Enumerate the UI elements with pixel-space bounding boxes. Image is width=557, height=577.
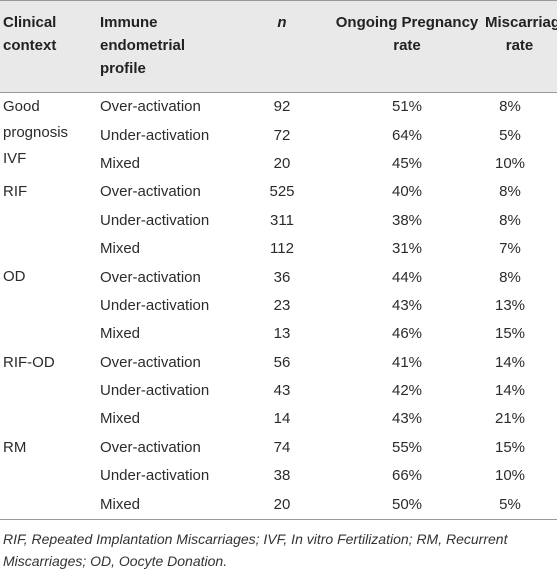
table-row: RIF-OD Over-activation 56 41% 14%: [0, 349, 557, 377]
profile-cell: Over-activation: [100, 353, 201, 371]
value-cell: 20: [273, 154, 291, 172]
profile-cell: Over-activation: [100, 438, 201, 456]
table-row: Mixed 14 43% 21%: [0, 405, 557, 433]
value-cell: 40%: [391, 183, 423, 201]
context-cell: Good prognosis IVF: [3, 98, 69, 167]
profile-cell: Over-activation: [100, 183, 201, 201]
value-cell: 20: [273, 495, 291, 513]
table-row: Mixed 20 45% 10%: [0, 150, 557, 178]
context-cell: RM: [3, 438, 27, 456]
data-table: Clinical context Immune endometrial prof…: [0, 0, 557, 520]
value-cell: 5%: [499, 495, 521, 513]
footnote: RIF, Repeated Implantation Miscarriages;…: [3, 530, 508, 569]
table-body: Good prognosis IVF Over-activation 92 51% 8%…: [0, 93, 557, 520]
profile-cell: Over-activation: [100, 268, 201, 286]
value-cell: 55%: [391, 438, 423, 456]
table-row: Under-activation 43 42% 14%: [0, 377, 557, 405]
header-cell: Miscarriages rate: [485, 14, 557, 54]
header-cell: Ongoing Pregnancy rate: [335, 14, 479, 54]
value-cell: 7%: [499, 240, 521, 258]
table-row: RIF Over-activation 525 40% 8%: [0, 178, 557, 206]
value-cell: 311: [270, 211, 294, 229]
table-row: Mixed 13 46% 15%: [0, 320, 557, 348]
value-cell: 41%: [391, 353, 423, 371]
value-cell: 43: [273, 382, 291, 400]
value-cell: 46%: [391, 325, 423, 343]
profile-cell: Mixed: [100, 154, 141, 172]
value-cell: 15%: [494, 325, 526, 343]
table-row: OD Over-activation 36 44% 8%: [0, 263, 557, 291]
value-cell: 38%: [391, 211, 423, 229]
value-cell: 74: [273, 438, 291, 456]
value-cell: 13%: [494, 296, 526, 314]
table-row: Under-activation 23 43% 13%: [0, 292, 557, 320]
table-row: Good prognosis IVF Over-activation 92 51% 8%: [0, 93, 557, 167]
value-cell: 66%: [391, 467, 423, 485]
value-cell: 10%: [494, 467, 526, 485]
value-cell: 51%: [391, 98, 423, 116]
value-cell: 15%: [494, 438, 526, 456]
table-row: Mixed 20 50% 5%: [0, 490, 557, 520]
profile-cell: Mixed: [100, 325, 141, 343]
value-cell: 112: [270, 240, 294, 258]
value-cell: 42%: [391, 382, 423, 400]
table-row: Under-activation 311 38% 8%: [0, 207, 557, 235]
profile-cell: Mixed: [100, 240, 141, 258]
value-cell: 14%: [494, 382, 526, 400]
value-cell: 21%: [494, 410, 526, 428]
header-row: Clinical context Immune endometrial prof…: [0, 0, 557, 93]
value-cell: 43%: [391, 296, 423, 314]
value-cell: 92: [273, 98, 291, 116]
table-header: Clinical context Immune endometrial prof…: [0, 0, 557, 93]
value-cell: 10%: [494, 154, 526, 172]
profile-cell: Under-activation: [100, 467, 210, 485]
profile-cell: Mixed: [100, 495, 141, 513]
profile-cell: Under-activation: [100, 296, 210, 314]
header-cell: n: [277, 14, 287, 31]
value-cell: 8%: [499, 183, 521, 201]
profile-cell: Over-activation: [100, 98, 201, 116]
value-cell: 8%: [499, 98, 521, 116]
value-cell: 14: [273, 410, 291, 428]
header-cell: Clinical context: [3, 14, 57, 54]
value-cell: 64%: [391, 126, 423, 144]
value-cell: 14%: [494, 353, 526, 371]
header-cell: Immune endometrial profile: [100, 14, 186, 77]
table-row: Mixed 112 31% 7%: [0, 235, 557, 263]
context-cell: RIF: [3, 183, 28, 201]
value-cell: 50%: [391, 495, 423, 513]
value-cell: 43%: [391, 410, 423, 428]
value-cell: 44%: [391, 268, 423, 286]
table-row: Under-activation 72 64% 5%: [0, 121, 557, 149]
value-cell: 23: [273, 296, 291, 314]
context-cell: OD: [3, 268, 26, 286]
value-cell: 56: [273, 353, 291, 371]
value-cell: 8%: [499, 268, 521, 286]
value-cell: 8%: [499, 211, 521, 229]
value-cell: 38: [273, 467, 291, 485]
table-row: Under-activation 38 66% 10%: [0, 462, 557, 490]
profile-cell: Mixed: [100, 410, 141, 428]
value-cell: 5%: [499, 126, 521, 144]
profile-cell: Under-activation: [100, 126, 210, 144]
profile-cell: Under-activation: [100, 211, 210, 229]
value-cell: 31%: [391, 240, 423, 258]
context-cell: RIF-OD: [3, 353, 55, 371]
value-cell: 45%: [391, 154, 423, 172]
table-row: RM Over-activation 74 55% 15%: [0, 434, 557, 462]
profile-cell: Under-activation: [100, 382, 210, 400]
value-cell: 72: [273, 126, 291, 144]
value-cell: 13: [273, 325, 291, 343]
value-cell: 525: [269, 183, 295, 201]
value-cell: 36: [273, 268, 291, 286]
